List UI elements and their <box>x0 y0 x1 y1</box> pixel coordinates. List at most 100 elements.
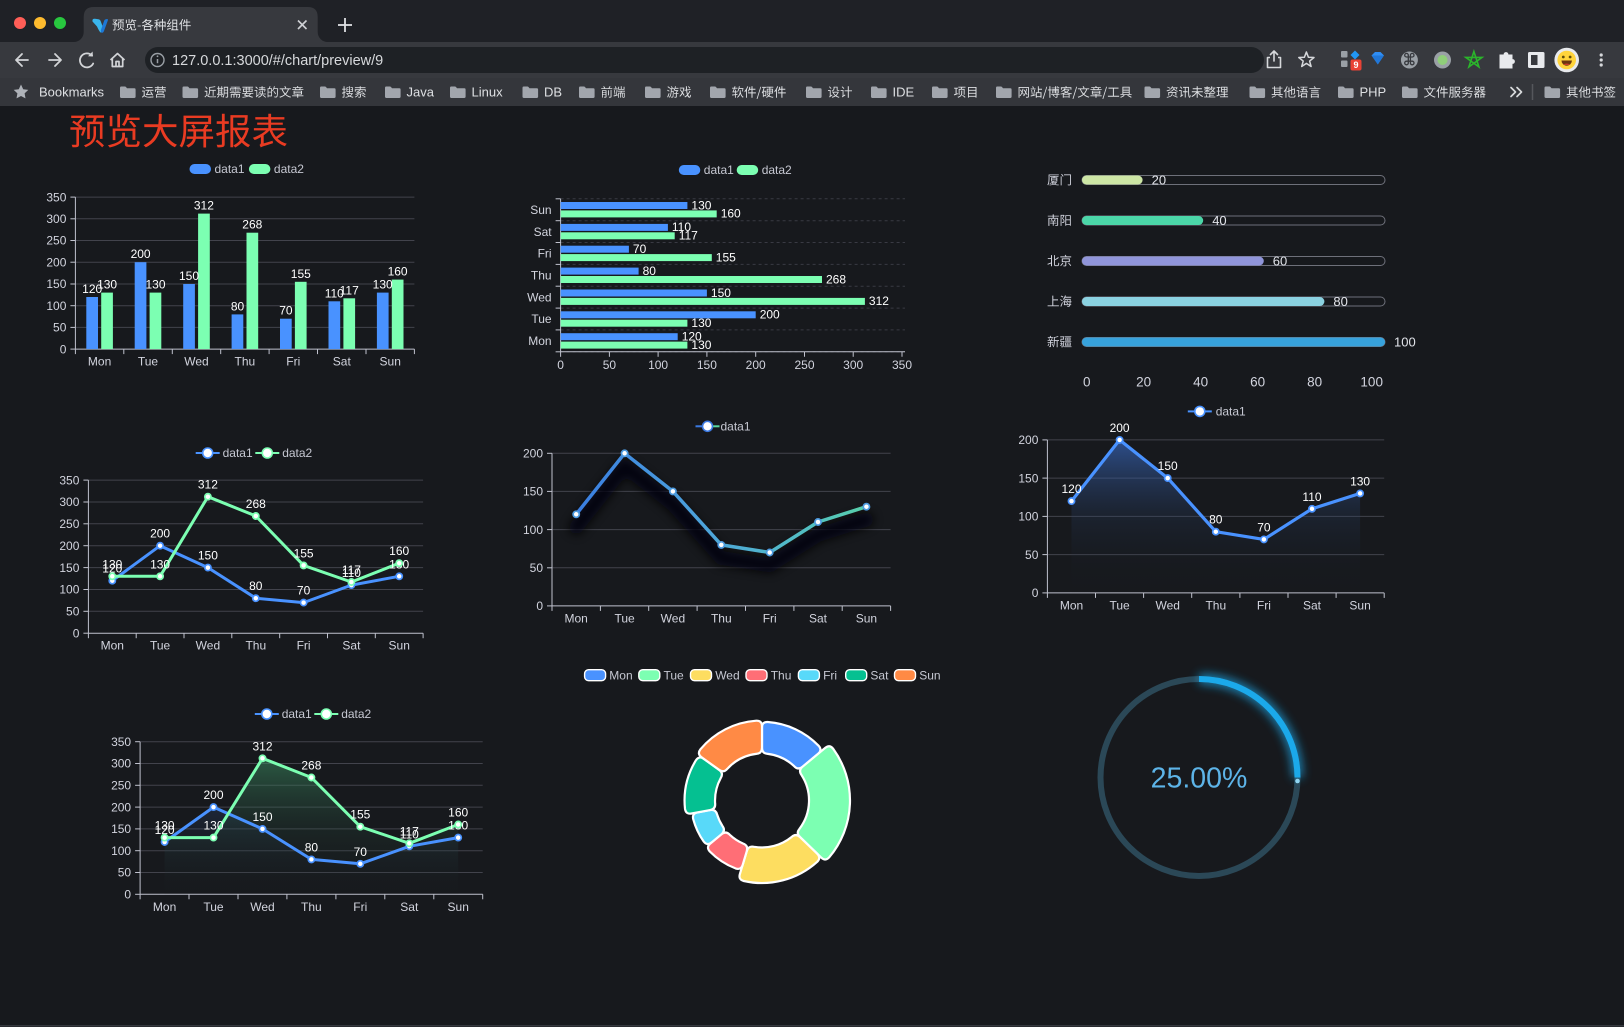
svg-text:Tue: Tue <box>1109 598 1130 612</box>
svg-text:130: 130 <box>691 338 711 352</box>
svg-text:Mon: Mon <box>101 639 124 653</box>
svg-text:Sun: Sun <box>919 668 940 682</box>
svg-text:Tue: Tue <box>664 668 685 682</box>
svg-text:130: 130 <box>1350 474 1370 488</box>
svg-text:350: 350 <box>111 735 131 749</box>
svg-text:Fri: Fri <box>286 355 300 369</box>
svg-text:127.0.0.1:3000/#/chart/preview: 127.0.0.1:3000/#/chart/preview/9 <box>172 53 383 69</box>
svg-text:350: 350 <box>892 358 912 372</box>
svg-text:Wed: Wed <box>715 668 739 682</box>
svg-text:Sat: Sat <box>809 611 828 625</box>
svg-text:110: 110 <box>1302 490 1321 504</box>
svg-text:80: 80 <box>643 264 657 278</box>
svg-text:Sat: Sat <box>400 900 419 914</box>
svg-text:117: 117 <box>400 824 419 838</box>
svg-text:100: 100 <box>1394 334 1416 349</box>
svg-text:268: 268 <box>301 759 321 773</box>
svg-text:Fri: Fri <box>823 668 837 682</box>
svg-text:312: 312 <box>869 294 889 308</box>
svg-text:250: 250 <box>46 234 66 248</box>
svg-text:Wed: Wed <box>184 355 208 369</box>
svg-text:0: 0 <box>73 626 80 640</box>
svg-text:Tue: Tue <box>203 900 224 914</box>
svg-text:120: 120 <box>682 330 702 344</box>
svg-text:0: 0 <box>1083 375 1091 390</box>
svg-text:0: 0 <box>557 358 564 372</box>
svg-text:Thu: Thu <box>531 269 552 283</box>
svg-text:155: 155 <box>716 250 736 264</box>
svg-text:50: 50 <box>603 358 617 372</box>
svg-text:117: 117 <box>340 283 359 297</box>
svg-text:Sun: Sun <box>1349 598 1370 612</box>
svg-text:155: 155 <box>294 546 314 560</box>
svg-text:DB: DB <box>544 85 562 100</box>
svg-text:150: 150 <box>697 358 717 372</box>
svg-text:Mon: Mon <box>153 900 176 914</box>
svg-text:Sun: Sun <box>380 355 401 369</box>
svg-text:130: 130 <box>373 278 393 292</box>
svg-text:Fri: Fri <box>763 611 777 625</box>
svg-text:120: 120 <box>155 823 175 837</box>
svg-text:data1: data1 <box>704 163 734 177</box>
svg-text:Java: Java <box>407 85 435 100</box>
svg-text:Mon: Mon <box>565 611 588 625</box>
svg-text:130: 130 <box>203 819 223 833</box>
svg-text:250: 250 <box>794 358 814 372</box>
svg-text:300: 300 <box>46 212 66 226</box>
svg-text:150: 150 <box>46 277 66 291</box>
svg-text:Mon: Mon <box>1060 598 1083 612</box>
svg-text:80: 80 <box>249 579 263 593</box>
svg-text:130: 130 <box>102 557 122 571</box>
svg-text:40: 40 <box>1193 375 1208 390</box>
svg-text:155: 155 <box>291 267 311 281</box>
svg-text:Sat: Sat <box>534 225 553 239</box>
svg-text:20: 20 <box>1152 172 1166 187</box>
svg-text:120: 120 <box>102 562 122 576</box>
svg-text:150: 150 <box>711 286 731 300</box>
svg-text:200: 200 <box>760 308 780 322</box>
svg-text:200: 200 <box>150 527 170 541</box>
svg-text:300: 300 <box>111 757 131 771</box>
svg-text:Thu: Thu <box>245 639 266 653</box>
svg-text:300: 300 <box>59 495 79 509</box>
svg-text:110: 110 <box>672 220 691 234</box>
svg-text:Sat: Sat <box>342 639 361 653</box>
svg-text:Mon: Mon <box>88 355 111 369</box>
svg-text:0: 0 <box>536 599 543 613</box>
svg-text:250: 250 <box>111 779 131 793</box>
svg-text:160: 160 <box>388 265 408 279</box>
svg-text:PHP: PHP <box>1360 85 1387 100</box>
svg-text:300: 300 <box>843 358 863 372</box>
svg-text:150: 150 <box>1018 471 1038 485</box>
svg-text:117: 117 <box>679 229 698 243</box>
svg-text:80: 80 <box>1209 513 1223 527</box>
svg-text:200: 200 <box>1110 421 1130 435</box>
svg-text:data1: data1 <box>282 707 312 721</box>
svg-text:Wed: Wed <box>1155 598 1179 612</box>
svg-text:50: 50 <box>66 605 80 619</box>
svg-text:data2: data2 <box>274 162 304 176</box>
svg-text:Sat: Sat <box>1303 598 1322 612</box>
svg-text:160: 160 <box>448 806 468 820</box>
svg-text:Sun: Sun <box>448 900 469 914</box>
svg-text:100: 100 <box>59 583 79 597</box>
svg-text:150: 150 <box>198 549 218 563</box>
svg-text:Tue: Tue <box>150 639 171 653</box>
svg-text:100: 100 <box>46 299 66 313</box>
svg-text:70: 70 <box>1257 520 1271 534</box>
svg-text:Fri: Fri <box>1257 598 1271 612</box>
svg-text:268: 268 <box>826 272 846 286</box>
svg-text:312: 312 <box>252 739 272 753</box>
svg-text:data1: data1 <box>223 446 253 460</box>
svg-text:150: 150 <box>59 561 79 575</box>
svg-text:100: 100 <box>1018 510 1038 524</box>
svg-text:Wed: Wed <box>196 639 220 653</box>
svg-text:80: 80 <box>1307 375 1322 390</box>
svg-text:Sat: Sat <box>333 355 352 369</box>
svg-text:50: 50 <box>530 561 544 575</box>
svg-text:Thu: Thu <box>301 900 322 914</box>
svg-text:150: 150 <box>111 822 131 836</box>
svg-text:70: 70 <box>279 304 293 318</box>
svg-text:130: 130 <box>145 278 165 292</box>
svg-text:Thu: Thu <box>235 355 256 369</box>
